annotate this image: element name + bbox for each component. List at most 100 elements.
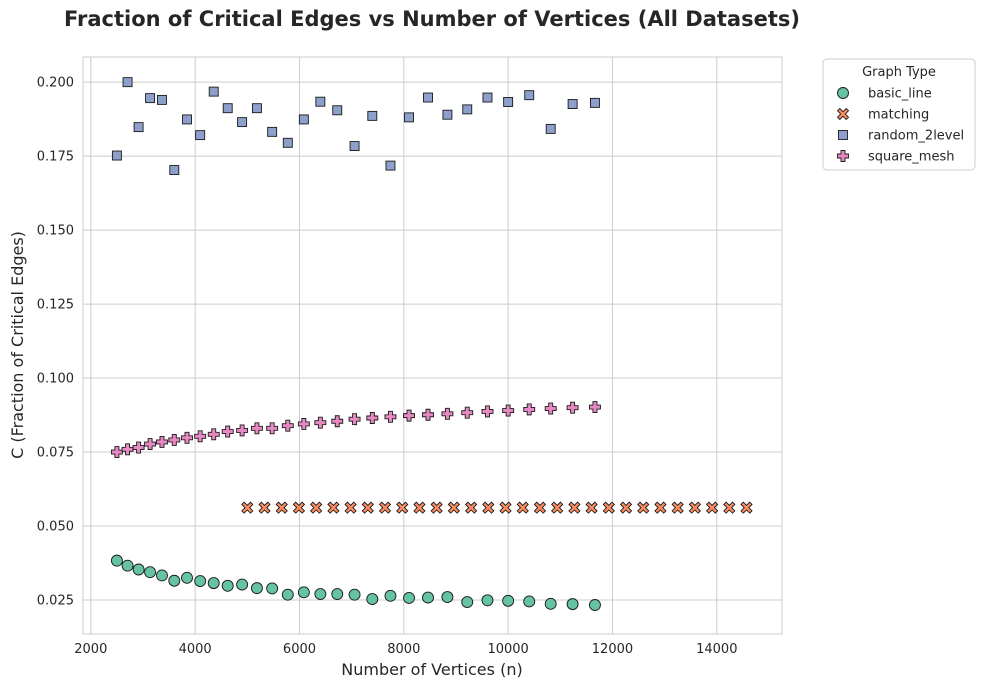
matching-point xyxy=(344,501,357,514)
random-2level-point xyxy=(524,90,535,101)
x-axis-label: Number of Vertices (n) xyxy=(341,660,522,679)
basic-line-point xyxy=(221,579,234,592)
basic-line-point xyxy=(348,588,361,601)
random-2level-point xyxy=(589,97,600,108)
x-tick-label: 8000 xyxy=(387,642,420,657)
square-mesh-point xyxy=(422,408,434,421)
square-mesh-point xyxy=(566,401,579,414)
legend-label: random_2level xyxy=(868,129,964,144)
legend-marker-random-2level xyxy=(838,130,848,140)
random-2level-point xyxy=(482,92,493,103)
basic-line-point xyxy=(523,595,536,608)
matching-point xyxy=(705,501,719,514)
y-axis-ticks: 0.025 0.050 0.075 0.100 0.125 0.150 0.175 0.200 xyxy=(37,76,74,609)
matching-point xyxy=(568,501,581,514)
square-mesh-point xyxy=(348,413,361,426)
basic-line-point xyxy=(422,591,434,604)
matching-point xyxy=(723,501,736,514)
matching-point xyxy=(551,501,564,514)
matching-point xyxy=(619,501,633,514)
square-mesh-point xyxy=(441,407,454,420)
matching-point xyxy=(499,501,512,514)
matching-point xyxy=(361,501,374,514)
legend-title: Graph Type xyxy=(862,65,936,80)
random-2level-point xyxy=(237,117,248,128)
basic-line-point xyxy=(544,597,557,610)
y-tick-label: 0.100 xyxy=(37,372,74,387)
basic-line-point xyxy=(110,554,123,567)
random-2level-point xyxy=(315,96,326,107)
square-mesh-point xyxy=(384,410,397,423)
series-matching xyxy=(241,501,753,514)
random-2level-point xyxy=(111,150,122,161)
y-tick-label: 0.200 xyxy=(37,76,74,91)
basic-line-point xyxy=(403,591,415,604)
basic-line-point xyxy=(266,582,279,595)
matching-point xyxy=(637,501,650,514)
legend-marker-matching xyxy=(836,107,850,121)
random-2level-point xyxy=(545,123,556,134)
legend-marker-basic-line xyxy=(837,87,849,99)
square-mesh-point xyxy=(236,424,249,437)
basic-line-point xyxy=(132,563,145,576)
matching-point xyxy=(585,501,598,514)
legend: Graph Type basic_line matching random_2lev… xyxy=(822,58,976,171)
matching-point xyxy=(482,501,495,514)
x-tick-label: 12000 xyxy=(592,642,633,657)
square-mesh-point xyxy=(181,431,193,444)
matching-point xyxy=(327,501,340,514)
matching-point xyxy=(654,501,667,514)
random-2level-point xyxy=(267,126,278,137)
random-2level-point xyxy=(367,110,378,121)
x-tick-label: 6000 xyxy=(283,642,316,657)
matching-point xyxy=(464,501,478,514)
random-2level-point xyxy=(442,109,453,120)
random-2level-point xyxy=(208,86,219,97)
chart-title: Fraction of Critical Edges vs Number of … xyxy=(64,7,800,31)
random-2level-point xyxy=(195,130,206,141)
random-2level-point xyxy=(332,105,343,116)
square-mesh-point xyxy=(281,419,294,432)
square-mesh-point xyxy=(132,441,145,454)
square-mesh-point xyxy=(221,425,234,438)
basic-line-point xyxy=(331,588,344,601)
y-axis-label: C (Fraction of Critical Edges) xyxy=(8,231,27,459)
grid xyxy=(83,57,782,634)
series-basic-line xyxy=(110,554,601,611)
square-mesh-point xyxy=(194,430,207,443)
square-mesh-point xyxy=(481,405,494,418)
square-mesh-point xyxy=(366,412,379,424)
y-tick-label: 0.125 xyxy=(37,298,74,313)
matching-point xyxy=(292,501,306,514)
basic-line-point xyxy=(281,588,294,601)
basic-line-point xyxy=(236,578,249,591)
matching-point xyxy=(688,501,702,514)
random-2level-point xyxy=(182,114,192,125)
matching-point xyxy=(447,501,461,514)
random-2level-point xyxy=(503,97,514,107)
matching-point xyxy=(275,501,288,514)
y-tick-label: 0.150 xyxy=(37,224,74,239)
square-mesh-point xyxy=(250,422,263,435)
random-2level-point xyxy=(282,137,293,148)
matching-point xyxy=(740,501,753,514)
square-mesh-point xyxy=(502,404,515,417)
basic-line-point xyxy=(366,593,379,606)
y-tick-label: 0.025 xyxy=(37,593,74,608)
random-2level-point xyxy=(133,122,144,133)
basic-line-point xyxy=(502,594,515,607)
y-tick-label: 0.050 xyxy=(37,519,74,534)
basic-line-point xyxy=(314,588,327,601)
matching-point xyxy=(671,501,684,514)
basic-line-point xyxy=(461,596,474,608)
random-2level-point xyxy=(567,99,578,109)
y-tick-label: 0.175 xyxy=(37,150,74,165)
matching-point xyxy=(533,501,547,514)
basic-line-point xyxy=(156,569,168,582)
random-2level-point xyxy=(169,165,180,175)
matching-point xyxy=(310,501,323,514)
square-mesh-point xyxy=(523,403,536,416)
random-2level-point xyxy=(157,94,167,105)
x-axis-ticks: 2000 4000 6000 8000 10000 12000 14000 xyxy=(74,642,737,657)
